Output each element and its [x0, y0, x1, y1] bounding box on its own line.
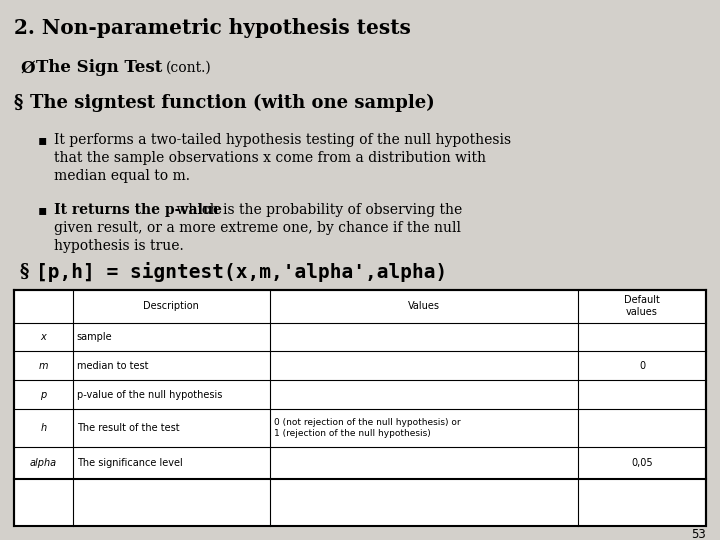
- Text: The result of the test: The result of the test: [77, 423, 179, 433]
- Text: ▪: ▪: [38, 203, 48, 217]
- Text: The Sign Test: The Sign Test: [36, 59, 163, 77]
- Text: The signtest function (with one sample): The signtest function (with one sample): [30, 94, 435, 112]
- Text: Ø: Ø: [20, 59, 35, 77]
- Text: which is the probability of observing the: which is the probability of observing th…: [172, 203, 462, 217]
- Text: alpha: alpha: [30, 458, 57, 468]
- Text: 2. Non-parametric hypothesis tests: 2. Non-parametric hypothesis tests: [14, 18, 411, 38]
- Text: (cont.): (cont.): [166, 61, 212, 75]
- Text: hypothesis is true.: hypothesis is true.: [54, 239, 184, 253]
- Text: sample: sample: [77, 332, 112, 342]
- Text: Description: Description: [143, 301, 199, 311]
- Text: Values: Values: [408, 301, 440, 311]
- Text: m: m: [39, 361, 48, 371]
- Text: ▪: ▪: [38, 133, 48, 147]
- Text: x: x: [40, 332, 46, 342]
- Text: median equal to m.: median equal to m.: [54, 169, 190, 183]
- Text: that the sample observations x come from a distribution with: that the sample observations x come from…: [54, 151, 486, 165]
- Text: The significance level: The significance level: [77, 458, 183, 468]
- Text: median to test: median to test: [77, 361, 148, 371]
- Text: §: §: [20, 263, 30, 281]
- Bar: [14, 290, 706, 526]
- Text: 0,05: 0,05: [631, 458, 653, 468]
- Text: §: §: [14, 94, 23, 112]
- Text: [p,h] = signtest(x,m,'alpha',alpha): [p,h] = signtest(x,m,'alpha',alpha): [36, 262, 447, 282]
- Text: h: h: [40, 423, 47, 433]
- Text: Default
values: Default values: [624, 295, 660, 317]
- Text: p-value of the null hypothesis: p-value of the null hypothesis: [77, 389, 222, 400]
- Text: p: p: [40, 389, 47, 400]
- Text: given result, or a more extreme one, by chance if the null: given result, or a more extreme one, by …: [54, 221, 461, 235]
- Text: 0: 0: [639, 361, 645, 371]
- Text: 0 (not rejection of the null hypothesis) or
1 (rejection of the null hypothesis): 0 (not rejection of the null hypothesis)…: [274, 418, 461, 438]
- Text: 53: 53: [691, 529, 706, 540]
- Text: It returns the p-value: It returns the p-value: [54, 203, 222, 217]
- Text: It performs a two-tailed hypothesis testing of the null hypothesis: It performs a two-tailed hypothesis test…: [54, 133, 511, 147]
